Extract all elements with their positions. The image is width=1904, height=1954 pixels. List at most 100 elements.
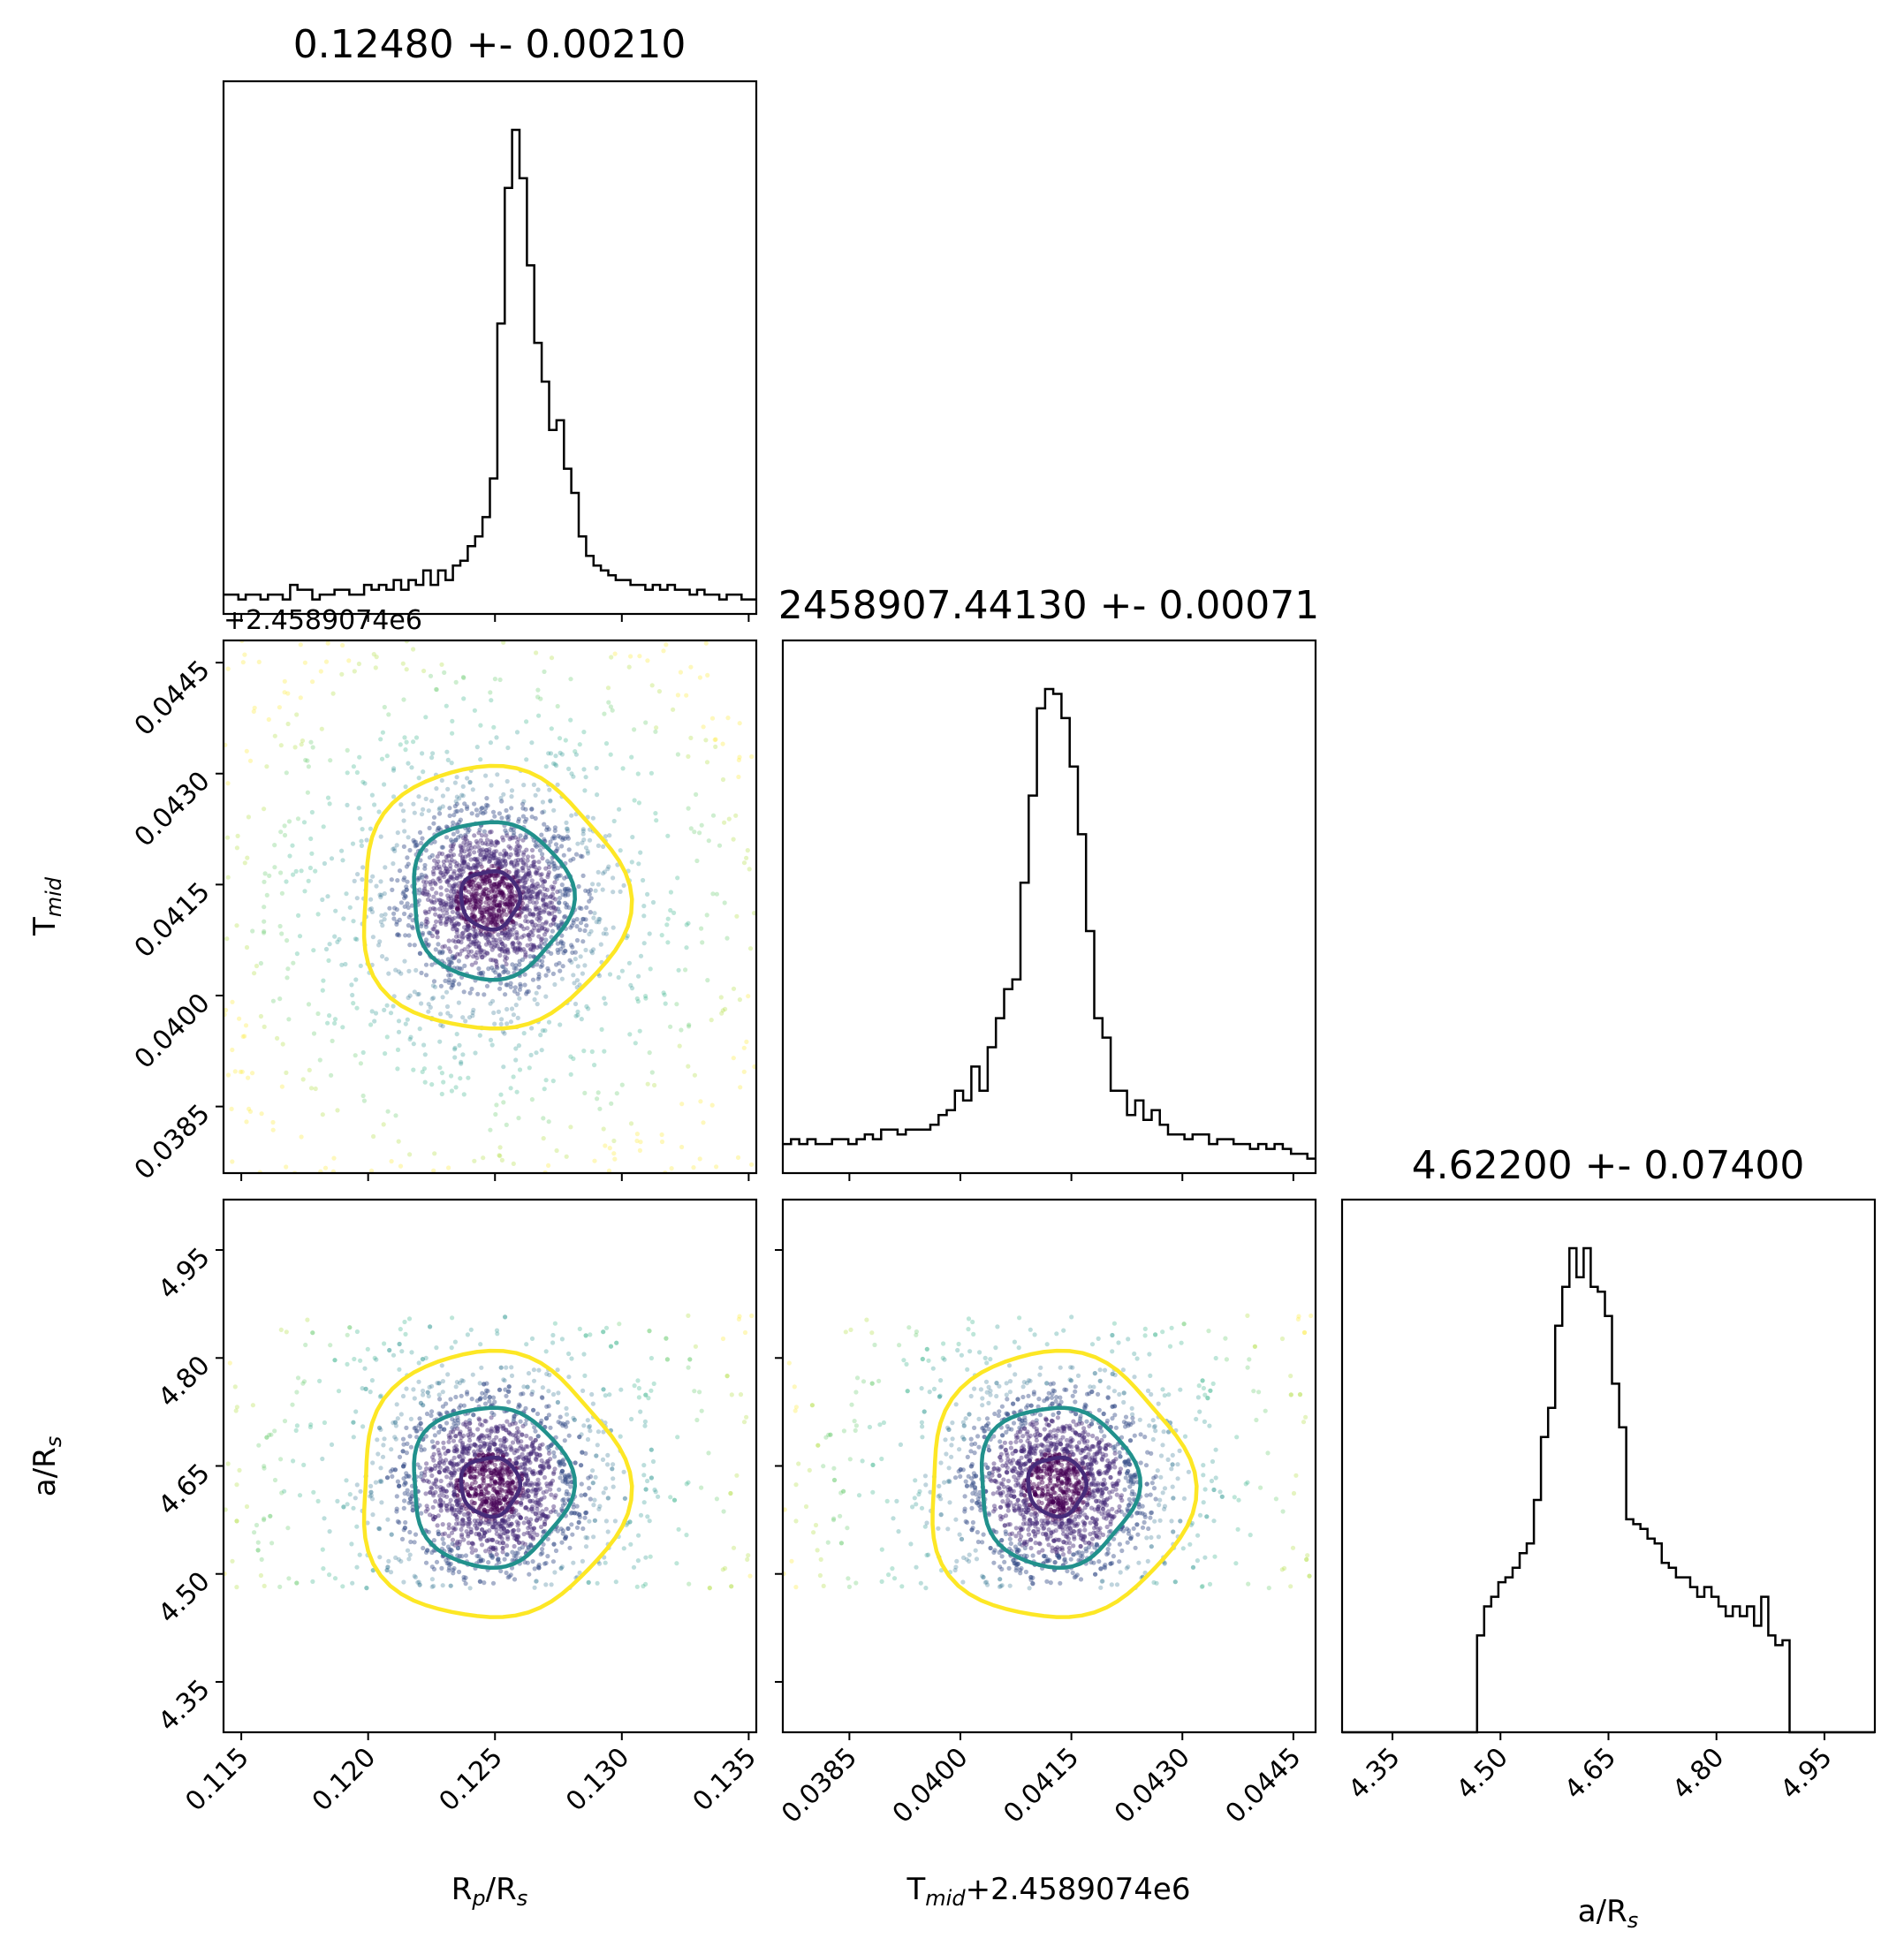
sample-point: [451, 1455, 457, 1460]
sample-point: [573, 752, 580, 757]
sample-point: [463, 1581, 468, 1587]
sample-point: [587, 837, 593, 843]
sample-point: [317, 1378, 322, 1383]
sample-point: [542, 886, 548, 892]
sample-point: [375, 1437, 380, 1443]
sample-point: [347, 1492, 353, 1497]
sample-point: [457, 1405, 462, 1411]
sample-point: [515, 878, 520, 884]
sample-point: [487, 873, 492, 878]
sample-point: [404, 1425, 409, 1430]
sample-point: [542, 1521, 548, 1527]
sample-point: [647, 1329, 652, 1334]
sample-point: [1108, 1474, 1113, 1481]
sample-point: [434, 866, 439, 871]
sample-point: [540, 883, 545, 889]
sample-point: [1005, 1412, 1010, 1417]
sample-point: [469, 1481, 475, 1487]
sample-point: [529, 740, 535, 746]
sample-point: [398, 802, 404, 807]
sample-point: [505, 897, 511, 903]
sample-point: [489, 698, 494, 703]
sample-point: [454, 1482, 459, 1488]
sample-point: [493, 843, 498, 848]
sample-point: [502, 932, 507, 937]
sample-point: [472, 897, 478, 903]
sample-point: [523, 1455, 528, 1460]
sample-point: [507, 1481, 512, 1486]
sample-point: [552, 1454, 558, 1459]
sample-point: [533, 905, 538, 910]
sample-point: [478, 852, 483, 858]
sample-point: [1094, 1521, 1099, 1526]
sample-point: [400, 1449, 406, 1454]
sample-point: [497, 1423, 503, 1428]
sample-point: [482, 849, 487, 854]
sample-point: [481, 1155, 486, 1161]
sample-point: [394, 1402, 399, 1407]
sample-point: [455, 1492, 460, 1498]
sample-point: [456, 1454, 462, 1459]
sample-point: [634, 996, 640, 1002]
sample-point: [553, 875, 558, 880]
sample-point: [510, 962, 515, 967]
sample-point: [475, 1452, 481, 1458]
sample-point: [531, 1367, 537, 1373]
sample-point: [579, 1463, 584, 1468]
sample-point: [501, 881, 506, 886]
sample-point: [516, 819, 521, 824]
sample-point: [433, 1499, 438, 1504]
sample-point: [436, 876, 441, 882]
sample-point: [459, 915, 464, 920]
sample-point: [492, 1472, 497, 1478]
sample-point: [559, 1506, 565, 1511]
sample-point: [517, 962, 522, 967]
sample-point: [492, 919, 497, 924]
sample-point: [464, 899, 469, 905]
sample-point: [568, 717, 573, 723]
sample-point: [403, 1331, 408, 1337]
sample-point: [572, 1417, 577, 1422]
sample-point: [588, 928, 594, 934]
sample-point: [543, 937, 549, 943]
sample-point: [552, 863, 558, 868]
sample-point: [479, 876, 484, 882]
sample-point: [728, 1490, 733, 1496]
sample-point: [508, 1470, 513, 1475]
sample-point: [564, 1405, 569, 1411]
sample-point: [1219, 1494, 1225, 1499]
sample-point: [526, 1526, 531, 1531]
sample-point: [489, 1410, 495, 1415]
sample-point: [485, 1496, 490, 1501]
sample-point: [495, 943, 500, 949]
sample-point: [500, 1476, 505, 1481]
sample-point: [523, 954, 528, 959]
sample-point: [495, 1451, 501, 1458]
sample-point: [559, 976, 565, 981]
sample-point: [516, 1043, 522, 1049]
sample-point: [407, 1152, 413, 1157]
sample-point: [431, 894, 436, 899]
sample-point: [563, 891, 568, 897]
title-a-rs: 4.62200 +- 0.07400: [1412, 1143, 1805, 1188]
sample-point: [563, 1534, 569, 1540]
sample-point: [423, 1509, 429, 1514]
sample-point: [483, 942, 489, 947]
sample-point: [495, 1428, 500, 1434]
sample-point: [453, 944, 459, 950]
sample-point: [486, 1473, 491, 1479]
sample-point: [578, 853, 583, 859]
sample-point: [533, 1456, 539, 1462]
sample-point: [510, 1480, 515, 1485]
sample-point: [514, 1534, 520, 1539]
sample-point: [465, 1446, 470, 1451]
sample-point: [522, 1560, 527, 1565]
sample-point: [491, 1496, 497, 1501]
sample-point: [423, 796, 429, 802]
sample-point: [459, 1504, 464, 1511]
sample-point: [518, 1515, 523, 1520]
sample-point: [529, 863, 535, 868]
sample-point: [505, 947, 511, 952]
sample-point: [446, 853, 451, 859]
sample-point: [1019, 1526, 1024, 1533]
